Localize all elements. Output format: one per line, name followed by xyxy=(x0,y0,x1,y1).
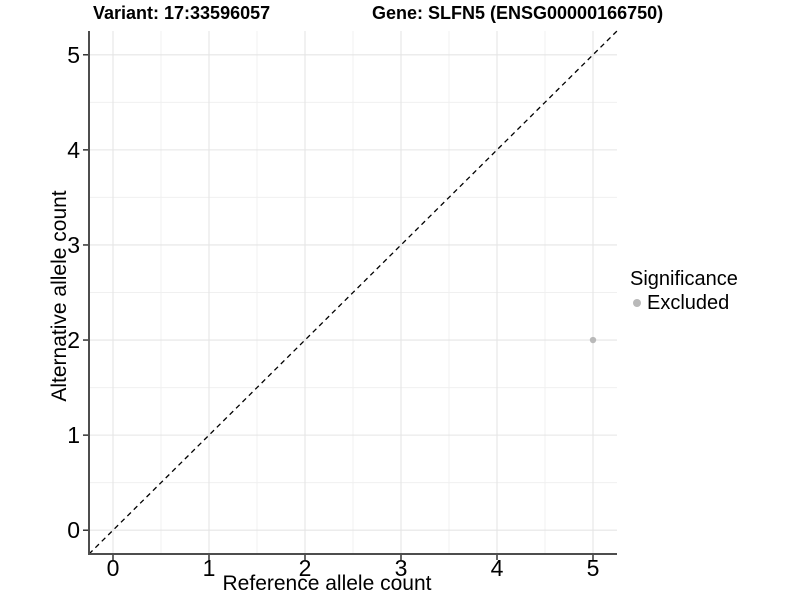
y-tick-label: 5 xyxy=(67,41,80,68)
variant-title: Variant: 17:33596057 xyxy=(93,3,271,23)
x-tick-label: 5 xyxy=(586,555,600,581)
gene-title: Gene: SLFN5 (ENSG00000166750) xyxy=(372,3,664,23)
y-tick-label: 4 xyxy=(67,136,80,163)
x-tick-label: 2 xyxy=(298,555,312,581)
x-tick-label: 3 xyxy=(394,555,408,581)
legend-item-excluded: Excluded xyxy=(630,291,738,315)
legend-point-icon xyxy=(633,299,641,307)
x-tick-label: 0 xyxy=(106,555,120,581)
y-tick-label: 3 xyxy=(67,231,80,258)
y-tick-label: 1 xyxy=(67,422,80,449)
identity-reference-line xyxy=(88,30,618,555)
y-axis-title: Alternative allele count xyxy=(48,190,71,402)
legend-title: Significance xyxy=(630,268,738,290)
x-tick-label: 4 xyxy=(490,555,504,581)
x-tick-label: 1 xyxy=(202,555,216,581)
y-tick-label: 2 xyxy=(67,327,80,354)
y-tick-label: 0 xyxy=(67,517,80,544)
legend-item-label: Excluded xyxy=(647,292,730,314)
legend: Significance Excluded xyxy=(630,267,738,315)
data-point xyxy=(589,336,597,344)
x-axis-title: Reference allele count xyxy=(222,572,432,595)
